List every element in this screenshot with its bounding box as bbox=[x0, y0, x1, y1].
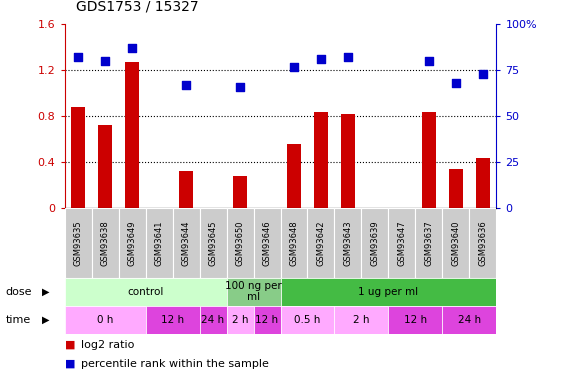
Text: GSM93637: GSM93637 bbox=[425, 220, 434, 266]
Text: GSM93647: GSM93647 bbox=[398, 220, 407, 266]
Bar bbox=[388, 306, 443, 334]
Text: 24 h: 24 h bbox=[201, 315, 224, 325]
Text: ■: ■ bbox=[65, 340, 75, 350]
Bar bbox=[254, 208, 280, 278]
Bar bbox=[178, 171, 194, 208]
Text: 0 h: 0 h bbox=[97, 315, 113, 325]
Text: GSM93641: GSM93641 bbox=[154, 220, 163, 266]
Text: 0.5 h: 0.5 h bbox=[295, 315, 321, 325]
Text: time: time bbox=[6, 315, 31, 325]
Bar bbox=[65, 208, 91, 278]
Text: GSM93640: GSM93640 bbox=[452, 220, 461, 266]
Text: GSM93635: GSM93635 bbox=[73, 220, 82, 266]
Text: 1 ug per ml: 1 ug per ml bbox=[358, 286, 419, 297]
Bar bbox=[98, 125, 112, 208]
Text: dose: dose bbox=[6, 286, 32, 297]
Text: 12 h: 12 h bbox=[404, 315, 427, 325]
Bar bbox=[334, 306, 389, 334]
Point bbox=[479, 71, 488, 77]
Bar bbox=[421, 112, 436, 208]
Text: GSM93648: GSM93648 bbox=[289, 220, 298, 266]
Bar bbox=[233, 176, 247, 208]
Text: GSM93646: GSM93646 bbox=[263, 220, 272, 266]
Bar bbox=[145, 306, 200, 334]
Bar bbox=[314, 112, 328, 208]
Bar bbox=[200, 306, 227, 334]
Text: GSM93638: GSM93638 bbox=[100, 220, 109, 266]
Text: GSM93649: GSM93649 bbox=[127, 220, 136, 266]
Text: GSM93650: GSM93650 bbox=[236, 220, 245, 266]
Bar bbox=[173, 208, 200, 278]
Text: GSM93636: GSM93636 bbox=[479, 220, 488, 266]
Text: ▶: ▶ bbox=[42, 286, 49, 297]
Bar bbox=[200, 208, 227, 278]
Bar bbox=[334, 208, 361, 278]
Point bbox=[316, 56, 325, 62]
Text: GSM93639: GSM93639 bbox=[370, 220, 379, 266]
Text: ■: ■ bbox=[65, 359, 75, 369]
Bar bbox=[443, 306, 496, 334]
Bar bbox=[227, 208, 254, 278]
Bar bbox=[280, 278, 496, 306]
Bar bbox=[476, 158, 490, 208]
Text: 2 h: 2 h bbox=[232, 315, 249, 325]
Bar bbox=[65, 306, 145, 334]
Bar bbox=[254, 306, 280, 334]
Bar bbox=[341, 114, 356, 208]
Bar bbox=[416, 208, 443, 278]
Bar bbox=[125, 62, 140, 208]
Bar bbox=[71, 107, 85, 208]
Text: GSM93643: GSM93643 bbox=[343, 220, 352, 266]
Bar bbox=[280, 208, 307, 278]
Point bbox=[182, 82, 191, 88]
Bar bbox=[470, 208, 496, 278]
Bar bbox=[65, 278, 227, 306]
Bar bbox=[227, 306, 254, 334]
Point bbox=[425, 58, 434, 64]
Bar bbox=[449, 169, 463, 208]
Point bbox=[127, 45, 136, 51]
Text: control: control bbox=[127, 286, 164, 297]
Bar bbox=[287, 144, 301, 208]
Point bbox=[73, 54, 82, 60]
Bar bbox=[118, 208, 145, 278]
Point bbox=[343, 54, 352, 60]
Bar bbox=[280, 306, 334, 334]
Text: GDS1753 / 15327: GDS1753 / 15327 bbox=[76, 0, 199, 13]
Bar bbox=[443, 208, 470, 278]
Bar bbox=[91, 208, 118, 278]
Point bbox=[452, 80, 461, 86]
Text: GSM93644: GSM93644 bbox=[182, 220, 191, 266]
Bar bbox=[388, 208, 416, 278]
Text: ▶: ▶ bbox=[42, 315, 49, 325]
Bar bbox=[145, 208, 173, 278]
Text: 12 h: 12 h bbox=[161, 315, 184, 325]
Point bbox=[100, 58, 109, 64]
Text: 24 h: 24 h bbox=[458, 315, 481, 325]
Text: GSM93642: GSM93642 bbox=[316, 220, 325, 266]
Point bbox=[289, 64, 298, 70]
Text: GSM93645: GSM93645 bbox=[209, 220, 218, 266]
Text: 100 ng per
ml: 100 ng per ml bbox=[225, 281, 282, 302]
Bar bbox=[227, 278, 280, 306]
Bar bbox=[361, 208, 388, 278]
Point bbox=[236, 84, 245, 90]
Text: 2 h: 2 h bbox=[353, 315, 370, 325]
Text: log2 ratio: log2 ratio bbox=[81, 340, 135, 350]
Text: 12 h: 12 h bbox=[255, 315, 279, 325]
Bar bbox=[307, 208, 334, 278]
Text: percentile rank within the sample: percentile rank within the sample bbox=[81, 359, 269, 369]
